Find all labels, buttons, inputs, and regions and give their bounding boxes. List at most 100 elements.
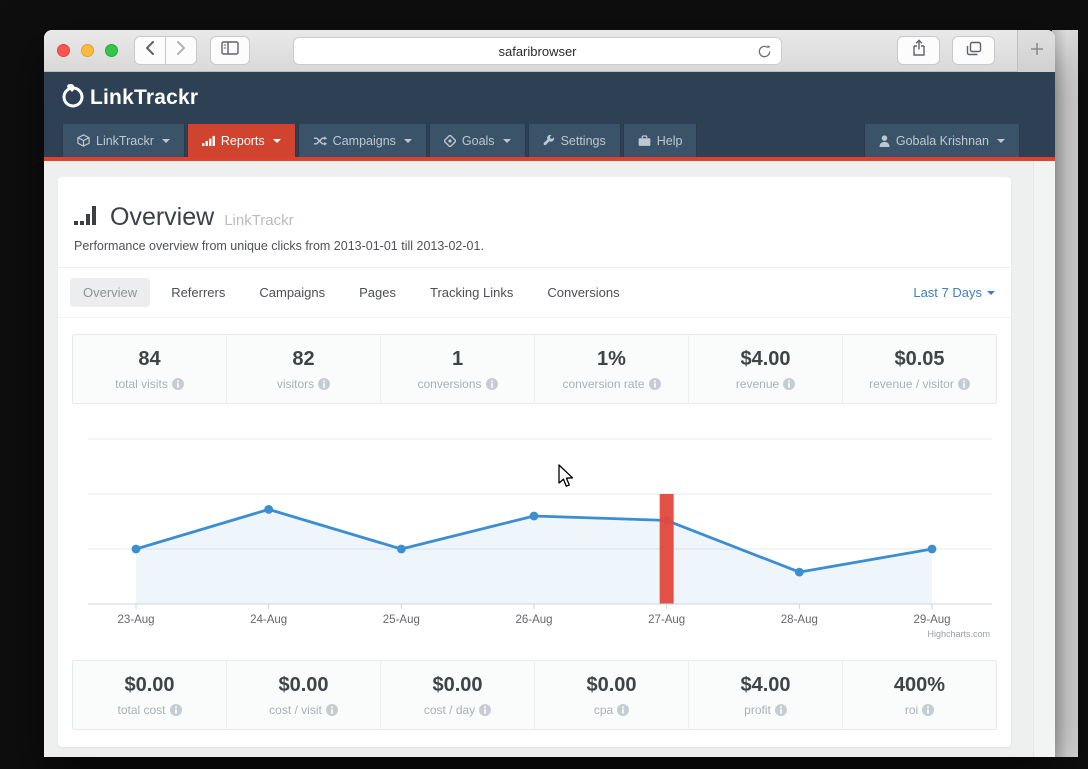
show-all-tabs-button[interactable] <box>952 36 995 65</box>
zoom-window-button[interactable] <box>105 44 118 57</box>
stat-label: cost / day <box>385 703 530 717</box>
data-point-23-Aug[interactable] <box>131 544 141 554</box>
back-button[interactable] <box>134 36 166 65</box>
chevron-down-icon <box>997 138 1005 143</box>
info-icon[interactable] <box>648 378 661 390</box>
tab-tracking-links[interactable]: Tracking Links <box>430 285 514 300</box>
reload-icon[interactable] <box>757 43 772 63</box>
tab-referrers[interactable]: Referrers <box>171 285 226 300</box>
info-icon[interactable] <box>479 704 492 716</box>
conversion-column-27-Aug[interactable] <box>659 494 674 604</box>
date-range-picker[interactable]: Last 7 Days <box>913 285 995 300</box>
new-tab-button[interactable] <box>1017 30 1055 72</box>
sidebar-icon <box>221 41 239 60</box>
user-menu[interactable]: Gobala Krishnan <box>863 124 1020 157</box>
stat-label: total cost <box>77 703 222 717</box>
wrench-icon <box>543 134 555 147</box>
scrollbar-track[interactable] <box>1033 161 1055 757</box>
share-button[interactable] <box>897 36 940 65</box>
chevron-down-icon <box>272 138 281 143</box>
stat-label: revenue <box>693 377 838 391</box>
stat-value: $0.00 <box>432 674 483 696</box>
date-range-label: Last 7 Days <box>913 285 982 300</box>
data-point-25-Aug[interactable] <box>396 544 406 554</box>
address-bar-text: safaribrowser <box>498 43 577 59</box>
data-point-29-Aug[interactable] <box>927 544 937 554</box>
info-icon[interactable] <box>485 378 498 390</box>
x-axis-label: 29-Aug <box>913 614 950 626</box>
chart-svg: 23-Aug 24-Aug 25-Aug 26-Aug 27-Aug 28-Aug 29-A… <box>88 438 992 639</box>
close-window-button[interactable] <box>57 44 70 57</box>
info-icon[interactable] <box>318 378 331 390</box>
stat-cost-day: $0.00 cost / day <box>381 661 535 729</box>
area-fill <box>136 509 932 604</box>
x-axis-label: 26-Aug <box>515 614 552 626</box>
browser-toolbar: safaribrowser <box>44 30 1055 72</box>
nav-item-linktrackr[interactable]: LinkTrackr <box>62 124 185 157</box>
chevron-down-icon <box>403 138 412 143</box>
data-point-26-Aug[interactable] <box>529 511 539 521</box>
cube-icon <box>77 134 90 147</box>
page-background: Overview LinkTrackr Performance overview… <box>44 161 1055 757</box>
info-icon[interactable] <box>325 704 338 716</box>
nav-item-settings[interactable]: Settings <box>527 124 621 157</box>
stat-total-visits: 84 total visits <box>73 335 227 403</box>
chevron-down-icon <box>502 138 511 143</box>
page-title-suffix: LinkTrackr <box>224 212 294 229</box>
tab-campaigns[interactable]: Campaigns <box>259 285 326 300</box>
sidebar-toggle-button[interactable] <box>210 36 250 65</box>
report-tabs: Overview Referrers Campaigns Pages Tracking … <box>58 268 1011 318</box>
minimize-window-button[interactable] <box>81 44 94 57</box>
stat-cpa: $0.00 cpa <box>535 661 689 729</box>
main-nav: LinkTrackr Reports Campaigns Goals Settings H… <box>44 124 1055 157</box>
nav-item-label: LinkTrackr <box>96 133 154 148</box>
nav-item-goals[interactable]: Goals <box>428 124 526 157</box>
nav-item-label: Help <box>656 133 683 148</box>
shuffle-icon <box>313 135 327 147</box>
bar-chart-title-icon <box>74 204 100 231</box>
tab-pages[interactable]: Pages <box>359 285 397 300</box>
stat-value: 82 <box>292 348 315 370</box>
info-icon[interactable] <box>922 704 935 716</box>
stats-row-bottom: $0.00 total cost $0.00 cost / visit $0.00 cos… <box>72 660 997 730</box>
nav-item-label: Settings <box>560 133 606 148</box>
nav-item-reports[interactable]: Reports <box>186 124 296 157</box>
data-point-24-Aug[interactable] <box>264 505 274 514</box>
stat-value: 84 <box>138 348 161 370</box>
forward-button[interactable] <box>165 36 197 65</box>
app-header: LinkTrackr <box>44 72 1055 124</box>
stat-label: conversion rate <box>539 377 684 391</box>
chart-credit[interactable]: Highcharts.com <box>927 629 990 639</box>
info-icon[interactable] <box>774 704 787 716</box>
stat-label: roi <box>847 703 992 717</box>
visits-chart[interactable]: 23-Aug 24-Aug 25-Aug 26-Aug 27-Aug 28-Aug 29-A… <box>72 412 997 644</box>
goals-icon <box>443 134 456 147</box>
info-icon[interactable] <box>171 378 184 390</box>
stat-label: revenue / visitor <box>847 377 992 391</box>
tab-conversions[interactable]: Conversions <box>547 285 620 300</box>
stat-value: $0.00 <box>278 674 329 696</box>
info-icon[interactable] <box>617 704 630 716</box>
briefcase-icon <box>638 134 651 147</box>
page-title: Overview <box>110 203 215 231</box>
nav-item-help[interactable]: Help <box>622 124 698 157</box>
nav-item-campaigns[interactable]: Campaigns <box>297 124 427 157</box>
stat-profit: $4.00 profit <box>689 661 843 729</box>
share-icon <box>912 39 926 62</box>
stat-revenue-visitor: $0.05 revenue / visitor <box>843 335 996 403</box>
linktrackr-logo[interactable]: LinkTrackr <box>60 83 198 114</box>
stat-value: $4.00 <box>740 348 791 370</box>
stat-conversion-rate: 1% conversion rate <box>535 335 689 403</box>
info-icon[interactable] <box>169 704 182 716</box>
x-axis-label: 25-Aug <box>383 614 420 626</box>
tab-overview[interactable]: Overview <box>70 278 151 307</box>
stat-label: profit <box>693 703 838 717</box>
nav-item-label: Campaigns <box>332 133 396 148</box>
info-icon[interactable] <box>783 378 796 390</box>
data-point-28-Aug[interactable] <box>794 567 804 577</box>
address-bar[interactable]: safaribrowser <box>293 37 782 65</box>
stat-value: 1% <box>597 348 626 370</box>
chevron-left-icon <box>145 41 155 60</box>
info-icon[interactable] <box>957 378 970 390</box>
